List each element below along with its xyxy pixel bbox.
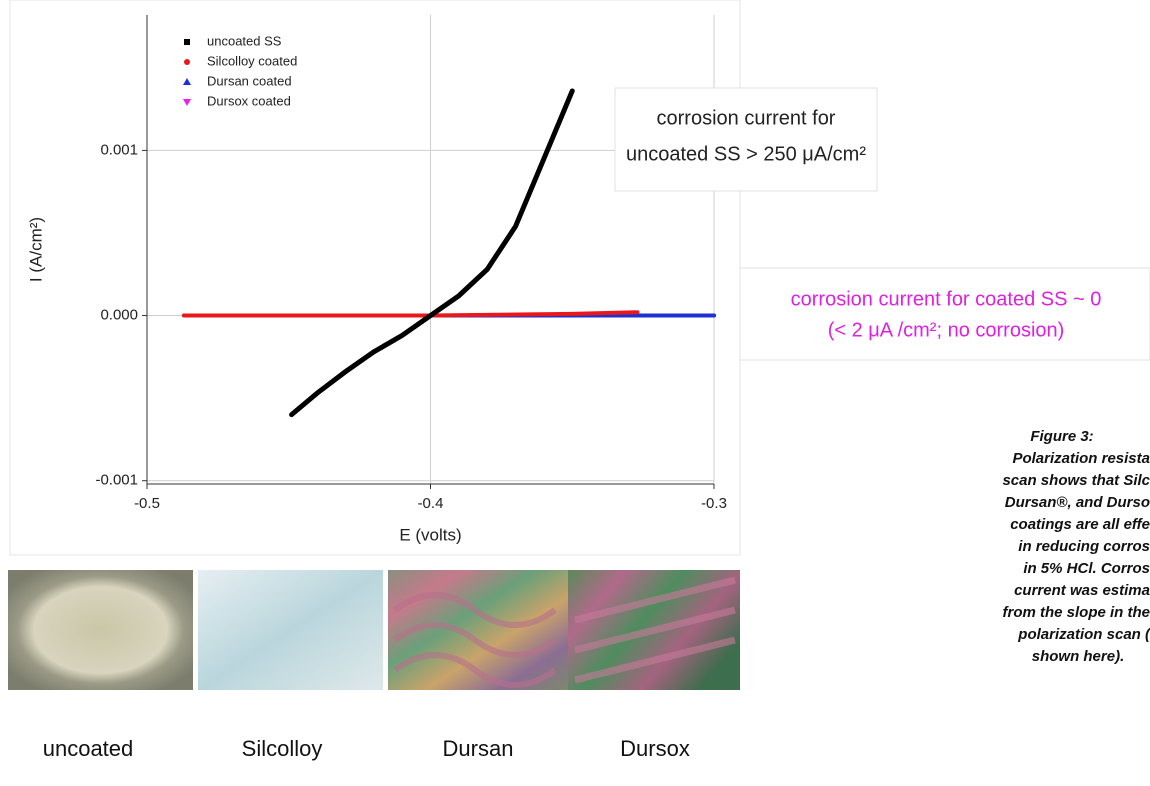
y-tick-label: 0.001 [100, 141, 138, 158]
photo [8, 570, 193, 690]
caption-line: Dursan®, and Durso [1005, 494, 1150, 511]
caption-line: polarization scan ( [1017, 626, 1150, 643]
annotation-text: corrosion current for coated SS ~ 0 [791, 288, 1102, 310]
annotation-text: (< 2 μA /cm²; no corrosion) [828, 319, 1065, 341]
y-tick-label: 0.000 [100, 307, 138, 324]
annotation-text: corrosion current for [657, 107, 836, 129]
caption-line: Polarization resista [1012, 450, 1150, 467]
caption-line: shown here). [1032, 648, 1125, 665]
x-tick-label: -0.3 [701, 495, 727, 512]
caption-line: in 5% HCl. Corros [1023, 560, 1150, 577]
y-tick-label: -0.001 [95, 472, 138, 489]
caption-line: coatings are all effe [1010, 516, 1150, 533]
photo-pattern [574, 576, 736, 684]
y-axis-label: I (A/cm²) [26, 217, 45, 282]
series-line [289, 88, 575, 418]
caption-line: scan shows that Silc [1002, 472, 1150, 489]
legend-label: uncoated SS [207, 33, 282, 48]
legend-label: Dursan coated [207, 73, 292, 88]
caption-title: Figure 3: [1030, 428, 1093, 445]
legend-marker [183, 78, 191, 85]
photo-pattern [393, 592, 557, 688]
caption-line: from the slope in the [1002, 604, 1150, 621]
x-tick-label: -0.4 [418, 495, 444, 512]
series-line [181, 310, 640, 318]
legend-marker [184, 59, 190, 65]
annotation-box [739, 267, 1150, 361]
legend-label: Silcolloy coated [207, 53, 297, 68]
caption-line: in reducing corros [1018, 538, 1150, 555]
x-axis-label: E (volts) [399, 525, 461, 544]
legend-marker [184, 39, 190, 45]
plot: -0.5 -0.4 -0.3 0.001 0.000 -0.001 E (volts) I (… [26, 15, 727, 544]
photo-strip [8, 570, 740, 690]
legend-marker [183, 99, 191, 106]
photo [198, 570, 383, 690]
photo-label: uncoated [43, 736, 134, 761]
photo-label: Silcolloy [242, 736, 323, 761]
photo-label: Dursan [443, 736, 514, 761]
photo-label: Dursox [620, 736, 690, 761]
legend-label: Dursox coated [207, 93, 291, 108]
annotation-text: uncoated SS > 250 μA/cm² [626, 143, 866, 165]
caption-line: current was estima [1014, 582, 1150, 599]
x-tick-label: -0.5 [134, 495, 160, 512]
annotation-box [614, 87, 878, 192]
